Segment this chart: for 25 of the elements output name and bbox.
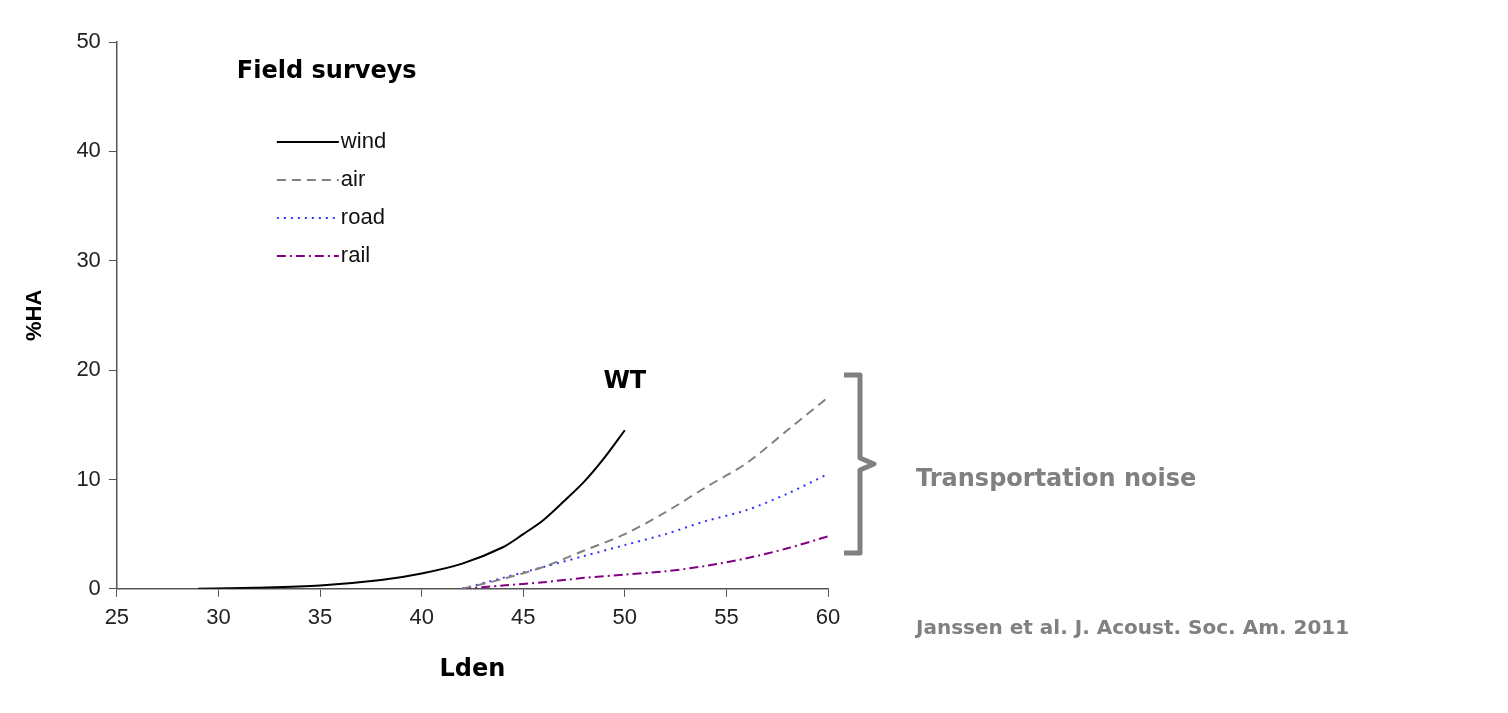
annotation: WT <box>603 366 647 395</box>
x-tick-label: 45 <box>510 604 536 630</box>
x-tick-label: 25 <box>104 604 130 630</box>
y-tick-label: 50 <box>76 28 101 54</box>
x-tick-label: 60 <box>815 604 841 630</box>
legend-label: road <box>340 204 385 230</box>
text: Janssen et al. J. Acoust. Soc. Am. 2011 <box>914 615 1350 639</box>
legend-label: air <box>340 166 366 192</box>
line-series <box>461 396 828 589</box>
x-tick-label: 35 <box>307 604 333 630</box>
legend-label: rail <box>340 242 371 268</box>
x-tick-label: 30 <box>206 604 231 630</box>
y-tick-label: 40 <box>76 137 101 163</box>
x-tick-label: 55 <box>714 604 739 630</box>
x-tick-label: 40 <box>409 604 434 630</box>
legend-label: wind <box>339 128 387 154</box>
text: Transportation noise <box>916 463 1197 492</box>
y-tick-label: 30 <box>76 246 101 272</box>
y-tick-label: 20 <box>76 356 101 382</box>
y-axis-title: %HA <box>21 289 47 342</box>
x-axis-title: Lden <box>439 653 506 682</box>
y-tick-label: 0 <box>88 574 101 600</box>
x-tick-label: 50 <box>612 604 638 630</box>
annotation: Field surveys <box>236 56 417 85</box>
y-tick-label: 10 <box>76 465 101 491</box>
